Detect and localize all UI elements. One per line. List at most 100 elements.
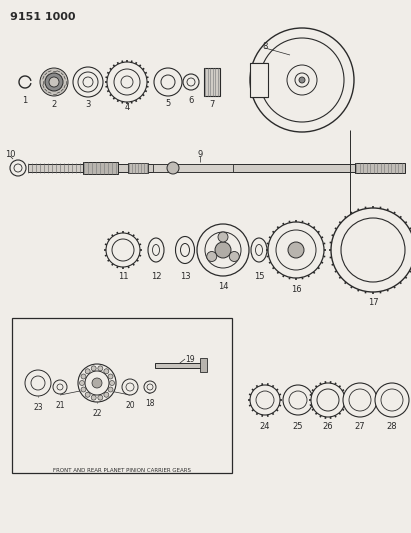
Text: 27: 27	[355, 422, 365, 431]
Text: 12: 12	[151, 272, 161, 281]
Bar	[128, 163, 148, 173]
Text: 13: 13	[180, 272, 190, 281]
Text: 24: 24	[260, 422, 270, 431]
Circle shape	[98, 395, 103, 400]
Text: 3: 3	[85, 100, 91, 109]
Circle shape	[91, 395, 96, 400]
Circle shape	[49, 77, 59, 87]
Ellipse shape	[256, 245, 263, 255]
Circle shape	[283, 385, 313, 415]
Circle shape	[85, 369, 90, 374]
Circle shape	[215, 242, 231, 258]
Text: 15: 15	[254, 272, 264, 281]
Circle shape	[289, 391, 307, 409]
Bar	[28, 164, 405, 172]
Text: 23: 23	[33, 403, 43, 412]
Circle shape	[144, 381, 156, 393]
Ellipse shape	[152, 245, 159, 255]
Text: 17: 17	[368, 298, 378, 307]
Circle shape	[207, 252, 217, 262]
Circle shape	[343, 383, 377, 417]
Circle shape	[317, 389, 339, 411]
Ellipse shape	[251, 238, 267, 262]
Circle shape	[229, 252, 239, 262]
Text: 25: 25	[293, 422, 303, 431]
Circle shape	[81, 387, 86, 392]
Circle shape	[167, 162, 179, 174]
Circle shape	[112, 239, 134, 261]
Circle shape	[57, 384, 63, 390]
Circle shape	[154, 68, 182, 96]
Circle shape	[45, 73, 63, 91]
Circle shape	[311, 383, 345, 417]
Circle shape	[73, 67, 103, 97]
Circle shape	[295, 73, 309, 87]
Text: 9151 1000: 9151 1000	[10, 12, 76, 22]
Circle shape	[250, 385, 280, 415]
Bar	[153, 164, 233, 172]
Text: 10: 10	[5, 150, 15, 159]
Circle shape	[197, 224, 249, 276]
Circle shape	[107, 62, 147, 102]
Circle shape	[53, 380, 67, 394]
Text: 5: 5	[165, 99, 171, 108]
Circle shape	[78, 72, 98, 92]
Text: 6: 6	[188, 96, 194, 105]
Text: 16: 16	[291, 285, 301, 294]
Bar	[204, 68, 220, 96]
Circle shape	[114, 69, 140, 95]
Circle shape	[331, 208, 411, 292]
Text: 22: 22	[92, 409, 102, 418]
Circle shape	[375, 383, 409, 417]
Circle shape	[85, 371, 109, 395]
Bar	[355, 163, 405, 173]
Text: 18: 18	[145, 399, 155, 408]
Text: 7: 7	[209, 100, 215, 109]
Text: 9: 9	[197, 150, 203, 159]
Ellipse shape	[175, 237, 194, 263]
Circle shape	[341, 218, 405, 282]
Circle shape	[108, 387, 113, 392]
Circle shape	[122, 379, 138, 395]
Text: 19: 19	[185, 355, 195, 364]
Circle shape	[98, 366, 103, 371]
Circle shape	[108, 374, 113, 379]
Circle shape	[109, 381, 115, 385]
Circle shape	[256, 391, 274, 409]
Circle shape	[288, 242, 304, 258]
Circle shape	[104, 392, 109, 397]
Text: 4: 4	[125, 103, 129, 112]
Circle shape	[81, 374, 86, 379]
Circle shape	[299, 77, 305, 83]
Circle shape	[121, 76, 133, 88]
Circle shape	[126, 383, 134, 391]
Text: 11: 11	[118, 272, 128, 281]
Circle shape	[218, 232, 228, 242]
Text: FRONT AND REAR PLANET PINION CARRIER GEARS: FRONT AND REAR PLANET PINION CARRIER GEA…	[53, 468, 191, 473]
Circle shape	[104, 369, 109, 374]
Circle shape	[31, 376, 45, 390]
Circle shape	[10, 160, 26, 176]
Circle shape	[85, 392, 90, 397]
Circle shape	[147, 384, 153, 390]
Circle shape	[161, 75, 175, 89]
Circle shape	[91, 366, 96, 371]
Circle shape	[14, 164, 22, 172]
Circle shape	[349, 389, 371, 411]
Ellipse shape	[148, 238, 164, 262]
Circle shape	[187, 78, 195, 86]
Circle shape	[183, 74, 199, 90]
Bar	[155, 363, 205, 368]
Text: 8: 8	[262, 42, 268, 51]
Text: 20: 20	[125, 401, 135, 410]
Circle shape	[287, 65, 317, 95]
Text: 2: 2	[51, 100, 57, 109]
Circle shape	[268, 222, 324, 278]
Circle shape	[78, 364, 116, 402]
Text: 1: 1	[22, 96, 28, 105]
Text: 21: 21	[55, 401, 65, 410]
Circle shape	[79, 381, 85, 385]
Circle shape	[92, 378, 102, 388]
Bar	[200, 358, 207, 372]
Circle shape	[250, 28, 354, 132]
